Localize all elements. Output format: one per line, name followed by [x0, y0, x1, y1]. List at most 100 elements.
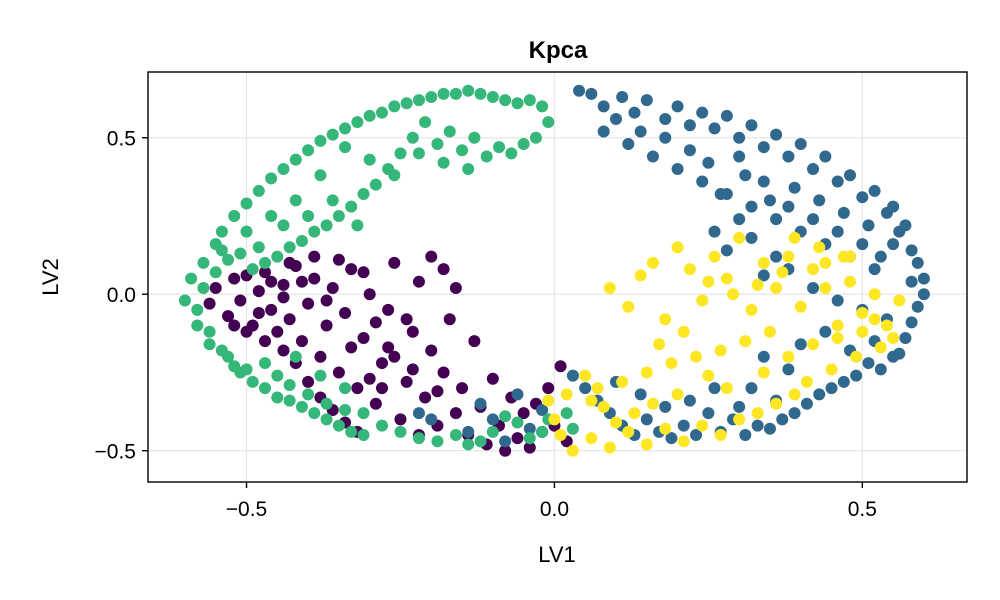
data-point [178, 294, 191, 307]
data-point [825, 363, 838, 376]
data-point [813, 388, 826, 401]
data-point [228, 209, 241, 222]
data-point [708, 250, 721, 263]
data-point [905, 244, 918, 257]
data-point [209, 266, 222, 279]
data-point [486, 413, 499, 426]
data-point [517, 137, 530, 150]
data-point [702, 156, 715, 169]
data-point [733, 131, 746, 144]
data-point [215, 244, 228, 257]
data-point [800, 375, 813, 388]
data-point [659, 400, 672, 413]
data-point [388, 350, 401, 363]
data-point [573, 84, 586, 97]
data-point [339, 382, 352, 395]
data-point [215, 225, 228, 238]
y-tick-label: −0.5 [95, 441, 136, 464]
data-point [222, 253, 235, 266]
data-point [868, 288, 881, 301]
chart-title: Kpca [529, 37, 588, 64]
data-point [677, 419, 690, 432]
data-point [314, 134, 327, 147]
data-point [850, 350, 863, 363]
data-point [419, 391, 432, 404]
data-point [308, 272, 321, 285]
data-point [757, 175, 770, 188]
data-point [887, 350, 900, 363]
data-point [529, 131, 542, 144]
data-point [511, 432, 524, 445]
data-point [714, 429, 727, 442]
data-point [763, 194, 776, 207]
data-point [745, 382, 758, 395]
data-point [646, 397, 659, 410]
data-point [339, 306, 352, 319]
x-tick-label: −0.5 [226, 498, 267, 521]
data-point [911, 256, 924, 269]
data-point [425, 250, 438, 263]
data-point [499, 444, 512, 457]
data-point [622, 300, 635, 313]
data-point [874, 341, 887, 354]
data-point [412, 432, 425, 445]
data-point [265, 275, 278, 288]
data-point [868, 313, 881, 326]
data-point [788, 231, 801, 244]
data-point [240, 363, 253, 376]
data-point [696, 106, 709, 119]
data-point [628, 106, 641, 119]
data-point [905, 275, 918, 288]
data-point [788, 181, 801, 194]
data-point [376, 382, 388, 395]
data-point [622, 137, 635, 150]
data-point [425, 91, 438, 104]
data-point [425, 344, 438, 357]
data-point [523, 432, 536, 445]
data-point [246, 263, 259, 276]
data-point [222, 310, 235, 323]
data-point [640, 366, 653, 379]
data-point [585, 432, 598, 445]
data-point [659, 422, 672, 435]
data-point [776, 413, 789, 426]
data-point [671, 163, 684, 176]
data-point [887, 200, 900, 213]
data-point [443, 313, 456, 326]
data-point [234, 247, 247, 260]
data-point [197, 256, 210, 269]
data-point [449, 281, 462, 294]
data-point [437, 366, 450, 379]
data-point [400, 375, 413, 388]
data-point [683, 119, 696, 132]
data-point [782, 200, 795, 213]
data-point [733, 400, 746, 413]
data-point [634, 388, 647, 401]
data-point [271, 391, 284, 404]
data-point [394, 413, 407, 426]
x-tick-label: 0.0 [540, 498, 569, 521]
data-point [462, 84, 475, 97]
data-point [351, 219, 364, 232]
data-point [357, 266, 370, 279]
data-point [776, 266, 789, 279]
data-point [357, 429, 370, 442]
data-point [302, 388, 315, 401]
data-point [603, 441, 616, 454]
data-point [493, 141, 505, 154]
data-point [320, 294, 333, 307]
data-point [874, 250, 887, 263]
data-point [314, 350, 327, 363]
data-point [720, 109, 733, 122]
data-point [856, 238, 869, 251]
data-point [844, 275, 856, 288]
data-point [831, 175, 844, 188]
data-point [406, 131, 419, 144]
data-point [252, 306, 265, 319]
data-point [339, 141, 352, 154]
data-point [813, 241, 826, 254]
data-point [314, 169, 327, 182]
y-axis-label: LV2 [38, 258, 63, 296]
data-point [271, 250, 284, 263]
axis-ticks: −0.5 0.0 0.5 −0.5 0.0 0.5 [95, 128, 877, 521]
